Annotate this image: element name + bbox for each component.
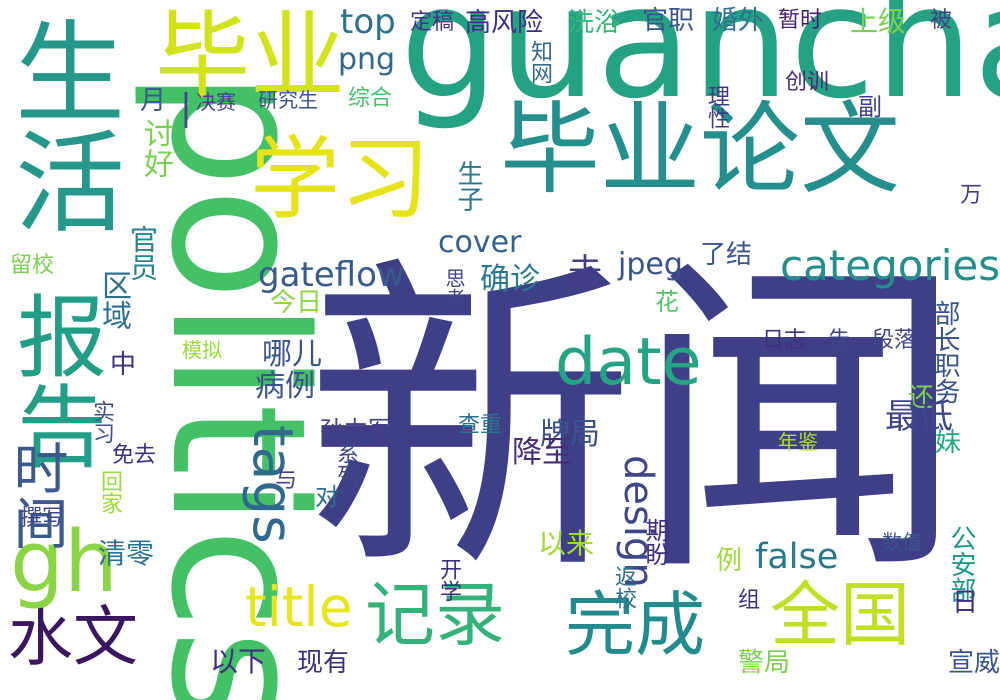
word-cloud-word: 记录 [365,574,505,656]
word-cloud-word: 还 [908,383,935,413]
word-cloud-word: 思考 [442,268,466,308]
word-cloud-word: 学习 [250,127,430,232]
word-cloud-word: 日志 [762,328,807,353]
word-cloud-word: 生活 [0,15,124,235]
word-cloud-word: 研究生 [258,88,318,112]
word-cloud-word: 期盼 [641,518,669,566]
word-cloud-word: 部长职务 [930,300,960,404]
word-cloud-word: 副 [858,93,882,121]
word-cloud-word: 官员 [126,225,159,281]
word-cloud-word: 组 [738,588,761,613]
word-cloud-word: 公安部 [946,525,976,603]
word-cloud-word: 哪儿 [262,337,322,372]
word-cloud-word: 现有 [297,648,350,678]
word-cloud-word: 新闻 [305,231,965,615]
word-cloud-word: 妹 [935,428,962,458]
word-cloud-word: top [340,2,396,42]
word-cloud-word: 暂时 [778,8,823,33]
word-cloud-word: 查重 [458,413,503,438]
word-cloud-word: 返校 [611,565,636,609]
word-cloud-word: 清零 [98,537,155,570]
word-cloud-word: 去 [568,252,602,292]
word-cloud-word: 例 [716,546,743,576]
word-cloud-word: 月 [140,86,167,116]
word-cloud-word: 生子 [453,160,483,212]
word-cloud-word: 日 [952,588,979,618]
word-cloud-word: 完成 [565,584,705,666]
word-cloud-word: 免去 [112,443,157,468]
word-cloud-word: gateflow [258,255,405,295]
word-cloud-word: 创训 [785,70,830,95]
word-cloud-word: 水文 [8,600,139,675]
word-cloud-word: 知网 [527,40,552,84]
word-cloud-word: 洗浴 [568,8,621,38]
word-cloud-word: 对 [315,483,339,511]
word-cloud-word: design [615,455,661,588]
word-cloud-word: 毕业论文 [500,91,900,208]
word-cloud-word: 全国 [770,574,910,656]
word-cloud-word: 万 [960,183,983,208]
word-cloud-word: 撰写 [20,506,65,531]
word-cloud-word: 牌局 [540,417,600,452]
word-cloud-word: 以来 [538,527,595,560]
word-cloud-word: 开学 [436,558,461,602]
word-cloud-word: 报告 [1,290,106,470]
word-cloud-word: 了结 [700,240,753,270]
word-cloud-word: 定稿 [410,10,455,35]
word-cloud-word: categories [780,241,1000,290]
word-cloud-word: 时间 [4,440,68,550]
word-cloud-word: — [165,90,211,130]
word-cloud-word: 年鉴 [778,430,818,454]
word-cloud-word: 今日 [270,288,323,318]
word-cloud-word: tags [241,425,305,544]
word-cloud-word: 毕业 [155,2,346,112]
word-cloud-word: 被 [930,8,953,33]
word-cloud-word: 官职 [642,6,695,36]
word-cloud-word: 留校 [10,253,55,278]
word-cloud-word: jpeg [618,247,683,282]
word-cloud-word: date [555,325,702,400]
word-cloud-word: 系列 [333,442,358,486]
word-cloud-word: 警局 [738,648,791,678]
word-cloud-word: 病例 [255,369,315,404]
word-cloud-word: cover [438,225,522,260]
word-cloud-word: 综合 [348,86,393,111]
word-cloud-word: 中 [110,350,137,380]
word-cloud-word: 高风险 [465,8,544,38]
word-cloud-word: politics [130,70,346,700]
word-cloud-word: 降至 [512,435,572,470]
word-cloud-word: 确诊 [480,262,540,297]
word-cloud-word: title [245,575,353,639]
word-cloud-word: 以下 [210,645,267,678]
word-cloud-word: false [755,537,839,577]
word-cloud-word: 实习 [89,400,114,444]
word-cloud-word: 上级 [850,5,907,38]
word-cloud-word: 理性 [704,85,729,129]
word-cloud-word: png [338,42,396,77]
word-cloud-word: 婚外 [712,6,765,36]
word-cloud-word: gh [10,513,118,612]
word-cloud-word: 花 [655,288,679,316]
word-cloud-word: 最低 [885,397,953,437]
word-cloud-word: 决赛 [196,90,236,114]
word-cloud-word: 区域 [96,270,131,330]
word-cloud-word: 模拟 [182,338,222,362]
word-cloud-word: 与 [275,468,298,493]
word-cloud-word: 孙力军 [320,416,392,444]
word-cloud-word: 回家 [97,470,122,514]
word-cloud-word: 数值 [882,530,922,554]
word-cloud-word: guancha [400,0,1000,133]
word-cloud-word: 告一段落 [828,328,917,353]
word-cloud-word: 讨好 [138,118,173,178]
word-cloud-word: 宣威 [948,648,1000,678]
